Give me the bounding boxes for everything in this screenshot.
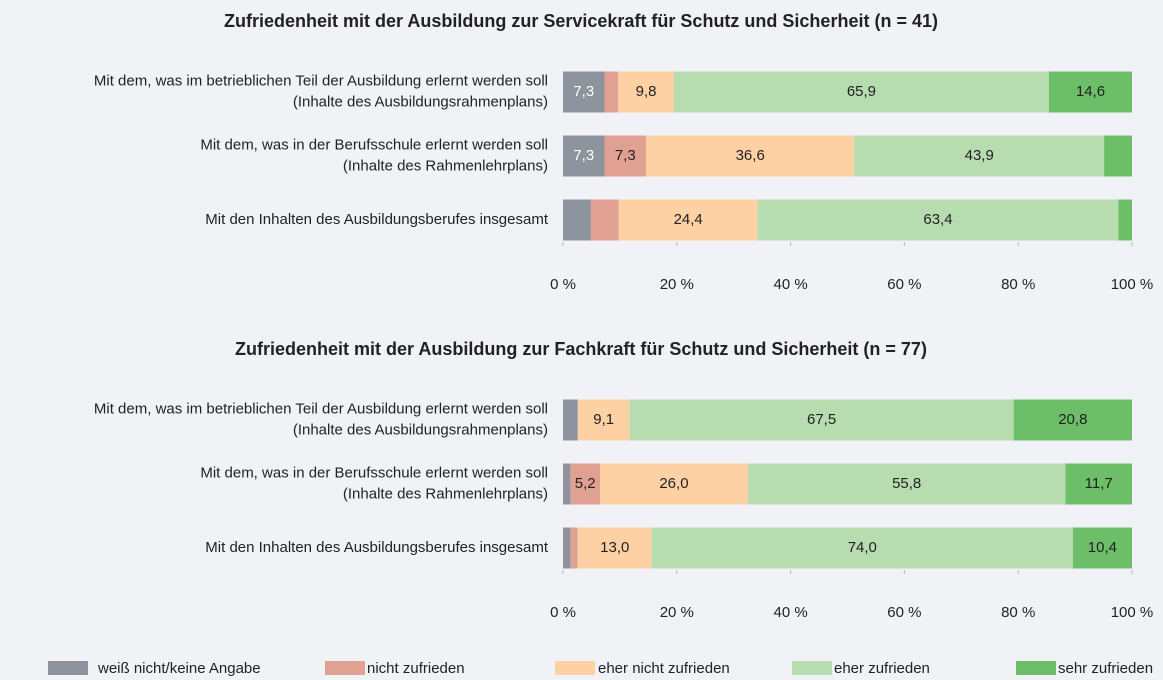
data-label: 74,0 [848, 539, 877, 556]
bar-segment [563, 399, 578, 441]
legend-swatch [792, 661, 832, 675]
bar-segment [577, 399, 630, 441]
data-label: 9,1 [593, 411, 614, 428]
data-label: 7,3 [573, 147, 594, 164]
data-label: 7,3 [615, 147, 636, 164]
data-label: 36,6 [736, 147, 765, 164]
data-label: 9,8 [636, 83, 657, 100]
x-tick-label: 80 % [1001, 604, 1035, 621]
data-label: 11,7 [1085, 475, 1113, 492]
data-label: 14,6 [1076, 83, 1105, 100]
bar-segment [1118, 199, 1132, 241]
legend-swatch [325, 661, 365, 675]
bar-segment [590, 199, 619, 241]
legend-swatch [555, 661, 595, 675]
data-label: 26,0 [659, 475, 688, 492]
bar-segment [1013, 399, 1132, 441]
bar-segment [570, 527, 578, 569]
bar-segment [854, 135, 1105, 177]
legend-swatch [48, 661, 88, 675]
x-tick-label: 40 % [773, 276, 807, 293]
bar-segment [673, 71, 1049, 113]
bar-segment [651, 527, 1073, 569]
y-tick-label: Mit dem, was im betrieblichen Teil der A… [94, 72, 548, 89]
legend-label: weiß nicht/keine Angabe [97, 660, 261, 677]
data-label: 24,4 [674, 211, 703, 228]
bar-segment [1048, 71, 1132, 113]
y-tick-label: Mit den Inhalten des Ausbildungsberufes … [205, 539, 549, 556]
data-label: 65,9 [847, 83, 876, 100]
bar-segment [618, 199, 758, 241]
y-tick-label: (Inhalte des Ausbildungsrahmenplans) [293, 93, 548, 110]
x-tick-label: 100 % [1111, 604, 1154, 621]
data-label: 5,2 [575, 475, 596, 492]
legend-label: sehr zufrieden [1058, 660, 1153, 677]
data-label: 43,9 [965, 147, 994, 164]
bar-segment [1072, 527, 1132, 569]
legend-swatch [1016, 661, 1056, 675]
bar-segment [618, 71, 674, 113]
data-label: 67,5 [807, 411, 836, 428]
bar-segment [1065, 463, 1132, 505]
data-label: 63,4 [923, 211, 952, 228]
bar-segment [604, 71, 619, 113]
bar-segment [577, 527, 652, 569]
bar-segment [563, 527, 571, 569]
y-tick-label: (Inhalte des Rahmenlehrplans) [343, 157, 548, 174]
bar-segment [563, 135, 605, 177]
x-tick-label: 20 % [660, 604, 694, 621]
x-tick-label: 0 % [550, 276, 576, 293]
x-tick-label: 100 % [1111, 276, 1154, 293]
legend-label: eher zufrieden [834, 660, 930, 677]
bar-segment [599, 463, 748, 505]
bar-segment [757, 199, 1119, 241]
data-label: 20,8 [1058, 411, 1087, 428]
bar-segment [563, 463, 571, 505]
bar-segment [646, 135, 855, 177]
y-tick-label: (Inhalte des Ausbildungsrahmenplans) [293, 421, 548, 438]
x-tick-label: 60 % [887, 604, 921, 621]
y-tick-label: Mit dem, was im betrieblichen Teil der A… [94, 400, 548, 417]
data-label: 55,8 [892, 475, 921, 492]
x-tick-label: 20 % [660, 276, 694, 293]
bar-segment [629, 399, 1014, 441]
x-tick-label: 40 % [773, 604, 807, 621]
bar-segment [563, 71, 605, 113]
y-tick-label: Mit dem, was in der Berufsschule erlernt… [200, 136, 548, 153]
data-label: 13,0 [600, 539, 629, 556]
bar-segment [570, 463, 600, 505]
x-tick-label: 80 % [1001, 276, 1035, 293]
legend-label: nicht zufrieden [367, 660, 465, 677]
bar-segment [604, 135, 647, 177]
x-tick-label: 60 % [887, 276, 921, 293]
data-label: 7,3 [573, 83, 594, 100]
chart-title: Zufriedenheit mit der Ausbildung zur Ser… [224, 11, 938, 31]
legend-label: eher nicht zufrieden [598, 660, 730, 677]
bar-segment [747, 463, 1066, 505]
chart-title: Zufriedenheit mit der Ausbildung zur Fac… [235, 339, 927, 359]
y-tick-label: Mit den Inhalten des Ausbildungsberufes … [205, 211, 549, 228]
x-tick-label: 0 % [550, 604, 576, 621]
y-tick-label: (Inhalte des Rahmenlehrplans) [343, 485, 548, 502]
bar-segment [563, 199, 591, 241]
y-tick-label: Mit dem, was in der Berufsschule erlernt… [200, 464, 548, 481]
data-label: 10,4 [1088, 539, 1117, 556]
bar-segment [1104, 135, 1132, 177]
